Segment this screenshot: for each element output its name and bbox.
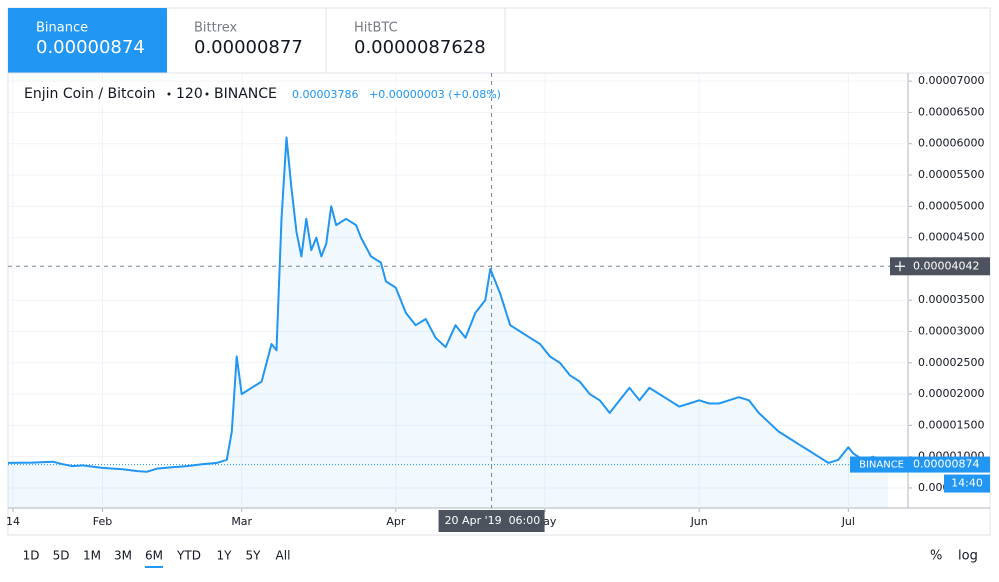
y-tick-label: 0.00001500: [918, 418, 984, 431]
y-tick-label: 0.00004500: [918, 231, 984, 244]
log-toggle[interactable]: log: [958, 549, 978, 564]
exchange: BINANCE: [214, 86, 277, 102]
tab-name[interactable]: HitBTC: [354, 21, 398, 36]
y-tick-label: 0.00007000: [918, 74, 984, 87]
crosshair-x-box: [438, 510, 545, 532]
countdown: 14:40: [951, 477, 983, 490]
plot: [7, 73, 908, 508]
separator: [167, 92, 171, 96]
y-tick-label: 0.00006000: [918, 137, 984, 150]
range-button[interactable]: All: [276, 549, 291, 563]
range-button[interactable]: 1Y: [217, 549, 233, 563]
crosshair-time: 06:00: [509, 514, 541, 527]
crosshair-x-label: 20 Apr '19: [445, 514, 502, 527]
y-tick-label: 0.00002500: [918, 356, 984, 369]
y-tick-label: 0.00002000: [918, 387, 984, 400]
range-button[interactable]: 6M: [145, 549, 163, 563]
x-tick-label: Mar: [231, 515, 252, 528]
separator: [205, 92, 209, 96]
tab-price: 0.00000877: [194, 37, 303, 58]
tab-price: 0.0000087628: [354, 37, 486, 58]
tab-price: 0.00000874: [36, 37, 145, 58]
crosshair-plus: [895, 261, 905, 272]
y-tick-label: 0.00005500: [918, 168, 984, 181]
last-price: 0.00000874: [913, 458, 979, 471]
percent-toggle[interactable]: %: [930, 549, 942, 564]
x-tick-label: Apr: [386, 515, 406, 528]
range-button[interactable]: 1M: [83, 549, 101, 563]
price-line: [7, 136, 889, 473]
x-tick-label: Jun: [690, 515, 708, 528]
tab-active[interactable]: [8, 8, 167, 73]
crosshair-y-label: 0.00004042: [913, 259, 979, 272]
legend-change: +0.00000003 (+0.08%): [369, 88, 501, 101]
y-tick-label: 0.00005000: [918, 199, 984, 212]
x-tick-label: Feb: [93, 515, 112, 528]
y-tick-label: 0.00003000: [918, 324, 984, 337]
chart-frame: [7, 72, 991, 536]
symbol: Enjin Coin / Bitcoin: [24, 86, 156, 102]
interval: 120: [176, 86, 203, 102]
y-tick-label: 0.00003500: [918, 293, 984, 306]
range-button[interactable]: 3M: [114, 549, 132, 563]
range-button[interactable]: YTD: [176, 549, 201, 563]
tab-name[interactable]: Bittrex: [194, 21, 238, 36]
countdown-box: [944, 474, 990, 493]
x-tick-label: 14: [6, 515, 20, 528]
x-tick-label: Jul: [841, 515, 855, 528]
range-button[interactable]: 1D: [23, 549, 40, 563]
range-button[interactable]: 5Y: [246, 549, 262, 563]
legend-value: 0.00003786: [292, 88, 358, 101]
tab-bar: [7, 7, 991, 74]
last-exchange-box: [850, 456, 908, 473]
tab-name[interactable]: Binance: [36, 21, 88, 36]
last-price-box: [908, 456, 990, 473]
y-tick-label: 0.00006500: [918, 105, 984, 118]
range-button[interactable]: 5D: [53, 549, 70, 563]
area-fill: [8, 137, 889, 508]
crosshair-y-box: [890, 257, 990, 276]
legend-bg: [20, 82, 500, 106]
last-exchange: BINANCE: [859, 460, 904, 471]
